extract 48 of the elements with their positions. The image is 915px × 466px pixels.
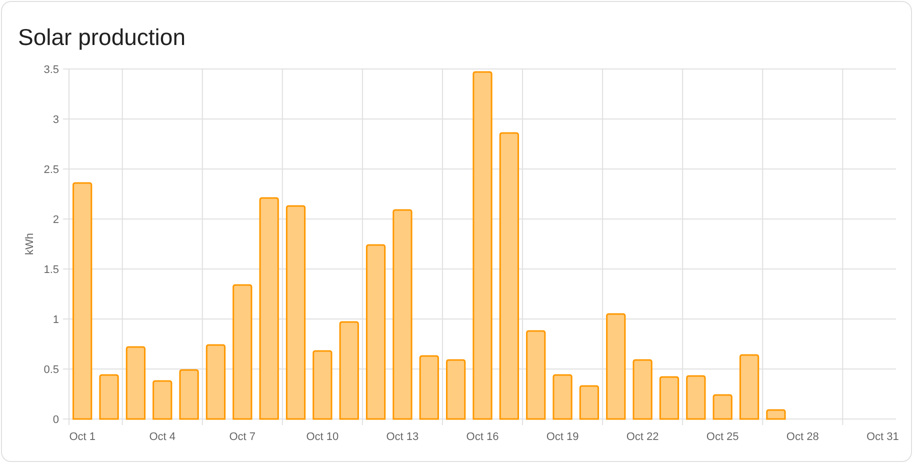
bar	[232, 284, 252, 420]
x-tick-label: Oct 4	[149, 431, 176, 443]
bar	[259, 197, 279, 420]
bar	[579, 385, 600, 420]
x-tick-label: Oct 1	[69, 431, 96, 443]
bar	[766, 409, 786, 420]
bar	[712, 394, 732, 420]
bar	[99, 374, 119, 420]
bar	[179, 369, 199, 420]
bar	[206, 344, 226, 420]
y-tick-label: 3	[52, 114, 59, 126]
bar	[392, 209, 412, 420]
chart-title: Solar production	[18, 24, 186, 50]
bar	[312, 350, 332, 420]
bar	[126, 346, 146, 420]
y-tick-label: 0.5	[44, 364, 59, 376]
y-tick-label: 3.5	[44, 64, 59, 76]
bar	[739, 354, 760, 420]
y-tick-label: 2.5	[44, 164, 59, 176]
bar	[659, 376, 680, 420]
bar	[286, 205, 306, 420]
x-tick-label: Oct 10	[306, 431, 339, 443]
x-tick-label: Oct 31	[866, 431, 899, 443]
y-tick-label: 2	[52, 214, 59, 226]
bar	[72, 182, 92, 420]
bar	[632, 359, 652, 420]
y-tick-label: 1	[52, 314, 59, 326]
y-tick-label: 1.5	[44, 264, 59, 276]
x-tick-label: Oct 25	[706, 431, 739, 443]
bar	[526, 330, 546, 420]
bar	[152, 380, 172, 420]
y-tick-label: 0	[52, 414, 59, 426]
bar	[472, 71, 492, 420]
x-tick-label: Oct 13	[386, 431, 419, 443]
x-tick-label: Oct 28	[786, 431, 819, 443]
x-tick-label: Oct 16	[466, 431, 499, 443]
bar	[606, 313, 626, 420]
x-tick-label: Oct 7	[229, 431, 256, 443]
x-tick-label: Oct 19	[546, 431, 579, 443]
bar	[552, 374, 572, 420]
bar	[446, 359, 466, 420]
bar	[686, 375, 706, 420]
bar	[339, 321, 359, 420]
bar	[499, 132, 519, 420]
x-tick-label: Oct 22	[626, 431, 659, 443]
bar	[419, 355, 439, 420]
y-axis-title: kWh	[24, 233, 36, 255]
bar	[366, 244, 386, 420]
